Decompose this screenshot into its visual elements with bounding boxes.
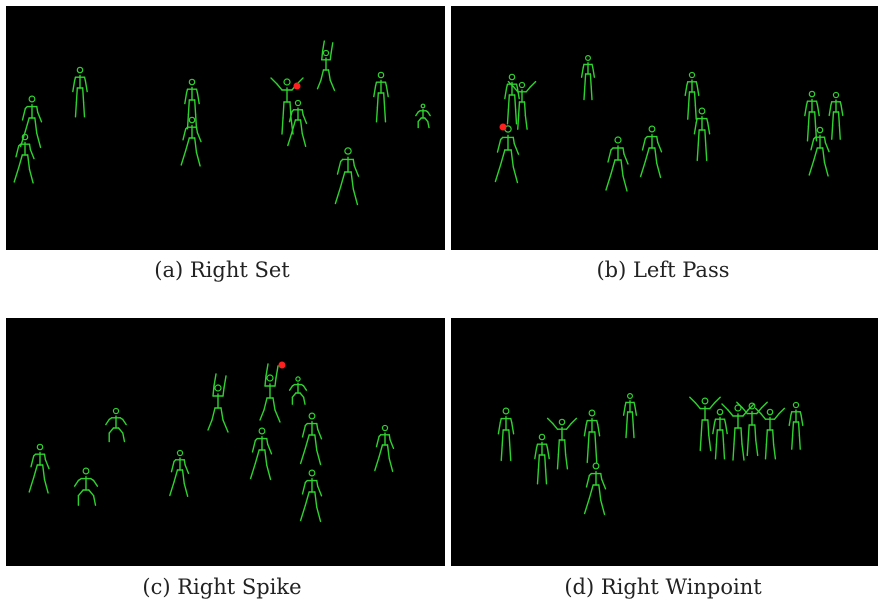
player-skeleton xyxy=(299,469,323,523)
player-skeleton xyxy=(583,409,601,464)
player-skeleton xyxy=(712,408,728,460)
frame-panel-left-pass xyxy=(451,6,878,250)
player-skeleton xyxy=(736,401,768,457)
player-skeleton xyxy=(184,78,200,130)
player-skeleton xyxy=(373,71,389,123)
player-skeleton xyxy=(804,90,820,142)
caption-right-set: (a) Right Set xyxy=(154,258,290,282)
player-skeleton xyxy=(534,433,550,485)
player-skeleton xyxy=(689,396,721,452)
player-skeleton xyxy=(207,373,229,433)
frame-panel-right-spike xyxy=(6,318,445,566)
skeleton-canvas xyxy=(28,361,395,523)
player-skeleton xyxy=(334,147,360,206)
player-skeleton xyxy=(299,412,323,466)
player-skeleton xyxy=(546,417,578,470)
player-skeleton xyxy=(316,40,336,92)
player-skeleton xyxy=(180,116,202,167)
player-skeleton xyxy=(13,133,35,184)
caption-right-winpoint: (d) Right Winpoint xyxy=(564,575,762,599)
frame-panel-right-set xyxy=(6,6,445,250)
caption-left-pass: (b) Left Pass xyxy=(596,258,730,282)
volleyball-marker xyxy=(278,361,286,369)
player-skeleton xyxy=(259,363,281,423)
player-skeleton xyxy=(828,91,844,140)
caption-right-spike: (c) Right Spike xyxy=(142,575,302,599)
player-skeleton xyxy=(28,443,50,494)
skeleton-canvas xyxy=(494,54,844,192)
player-skeleton xyxy=(605,136,629,192)
player-skeleton xyxy=(415,103,431,129)
player-skeleton xyxy=(684,71,700,120)
skeleton-canvas xyxy=(13,40,431,206)
player-skeleton xyxy=(504,73,520,125)
player-skeleton xyxy=(288,376,308,405)
player-skeleton xyxy=(374,424,395,473)
player-skeleton xyxy=(693,107,711,162)
frame-panel-right-winpoint xyxy=(451,318,878,566)
player-skeleton xyxy=(72,66,88,118)
player-skeleton xyxy=(287,99,308,148)
volleyball-marker xyxy=(499,123,507,131)
player-skeleton xyxy=(494,125,520,184)
skeleton-canvas xyxy=(497,392,804,516)
player-skeleton xyxy=(105,407,127,443)
player-skeleton xyxy=(580,54,596,101)
player-skeleton xyxy=(249,427,273,481)
player-skeleton xyxy=(583,462,607,516)
player-skeleton xyxy=(73,467,99,506)
player-skeleton xyxy=(497,407,515,462)
player-skeleton xyxy=(622,392,638,439)
player-skeleton xyxy=(721,403,755,461)
player-skeleton xyxy=(507,80,537,130)
player-skeleton xyxy=(788,401,804,450)
player-skeleton xyxy=(639,125,663,179)
volleyball-marker xyxy=(293,82,301,90)
player-skeleton xyxy=(169,449,190,498)
player-skeleton xyxy=(808,126,830,177)
player-skeleton xyxy=(754,407,786,460)
